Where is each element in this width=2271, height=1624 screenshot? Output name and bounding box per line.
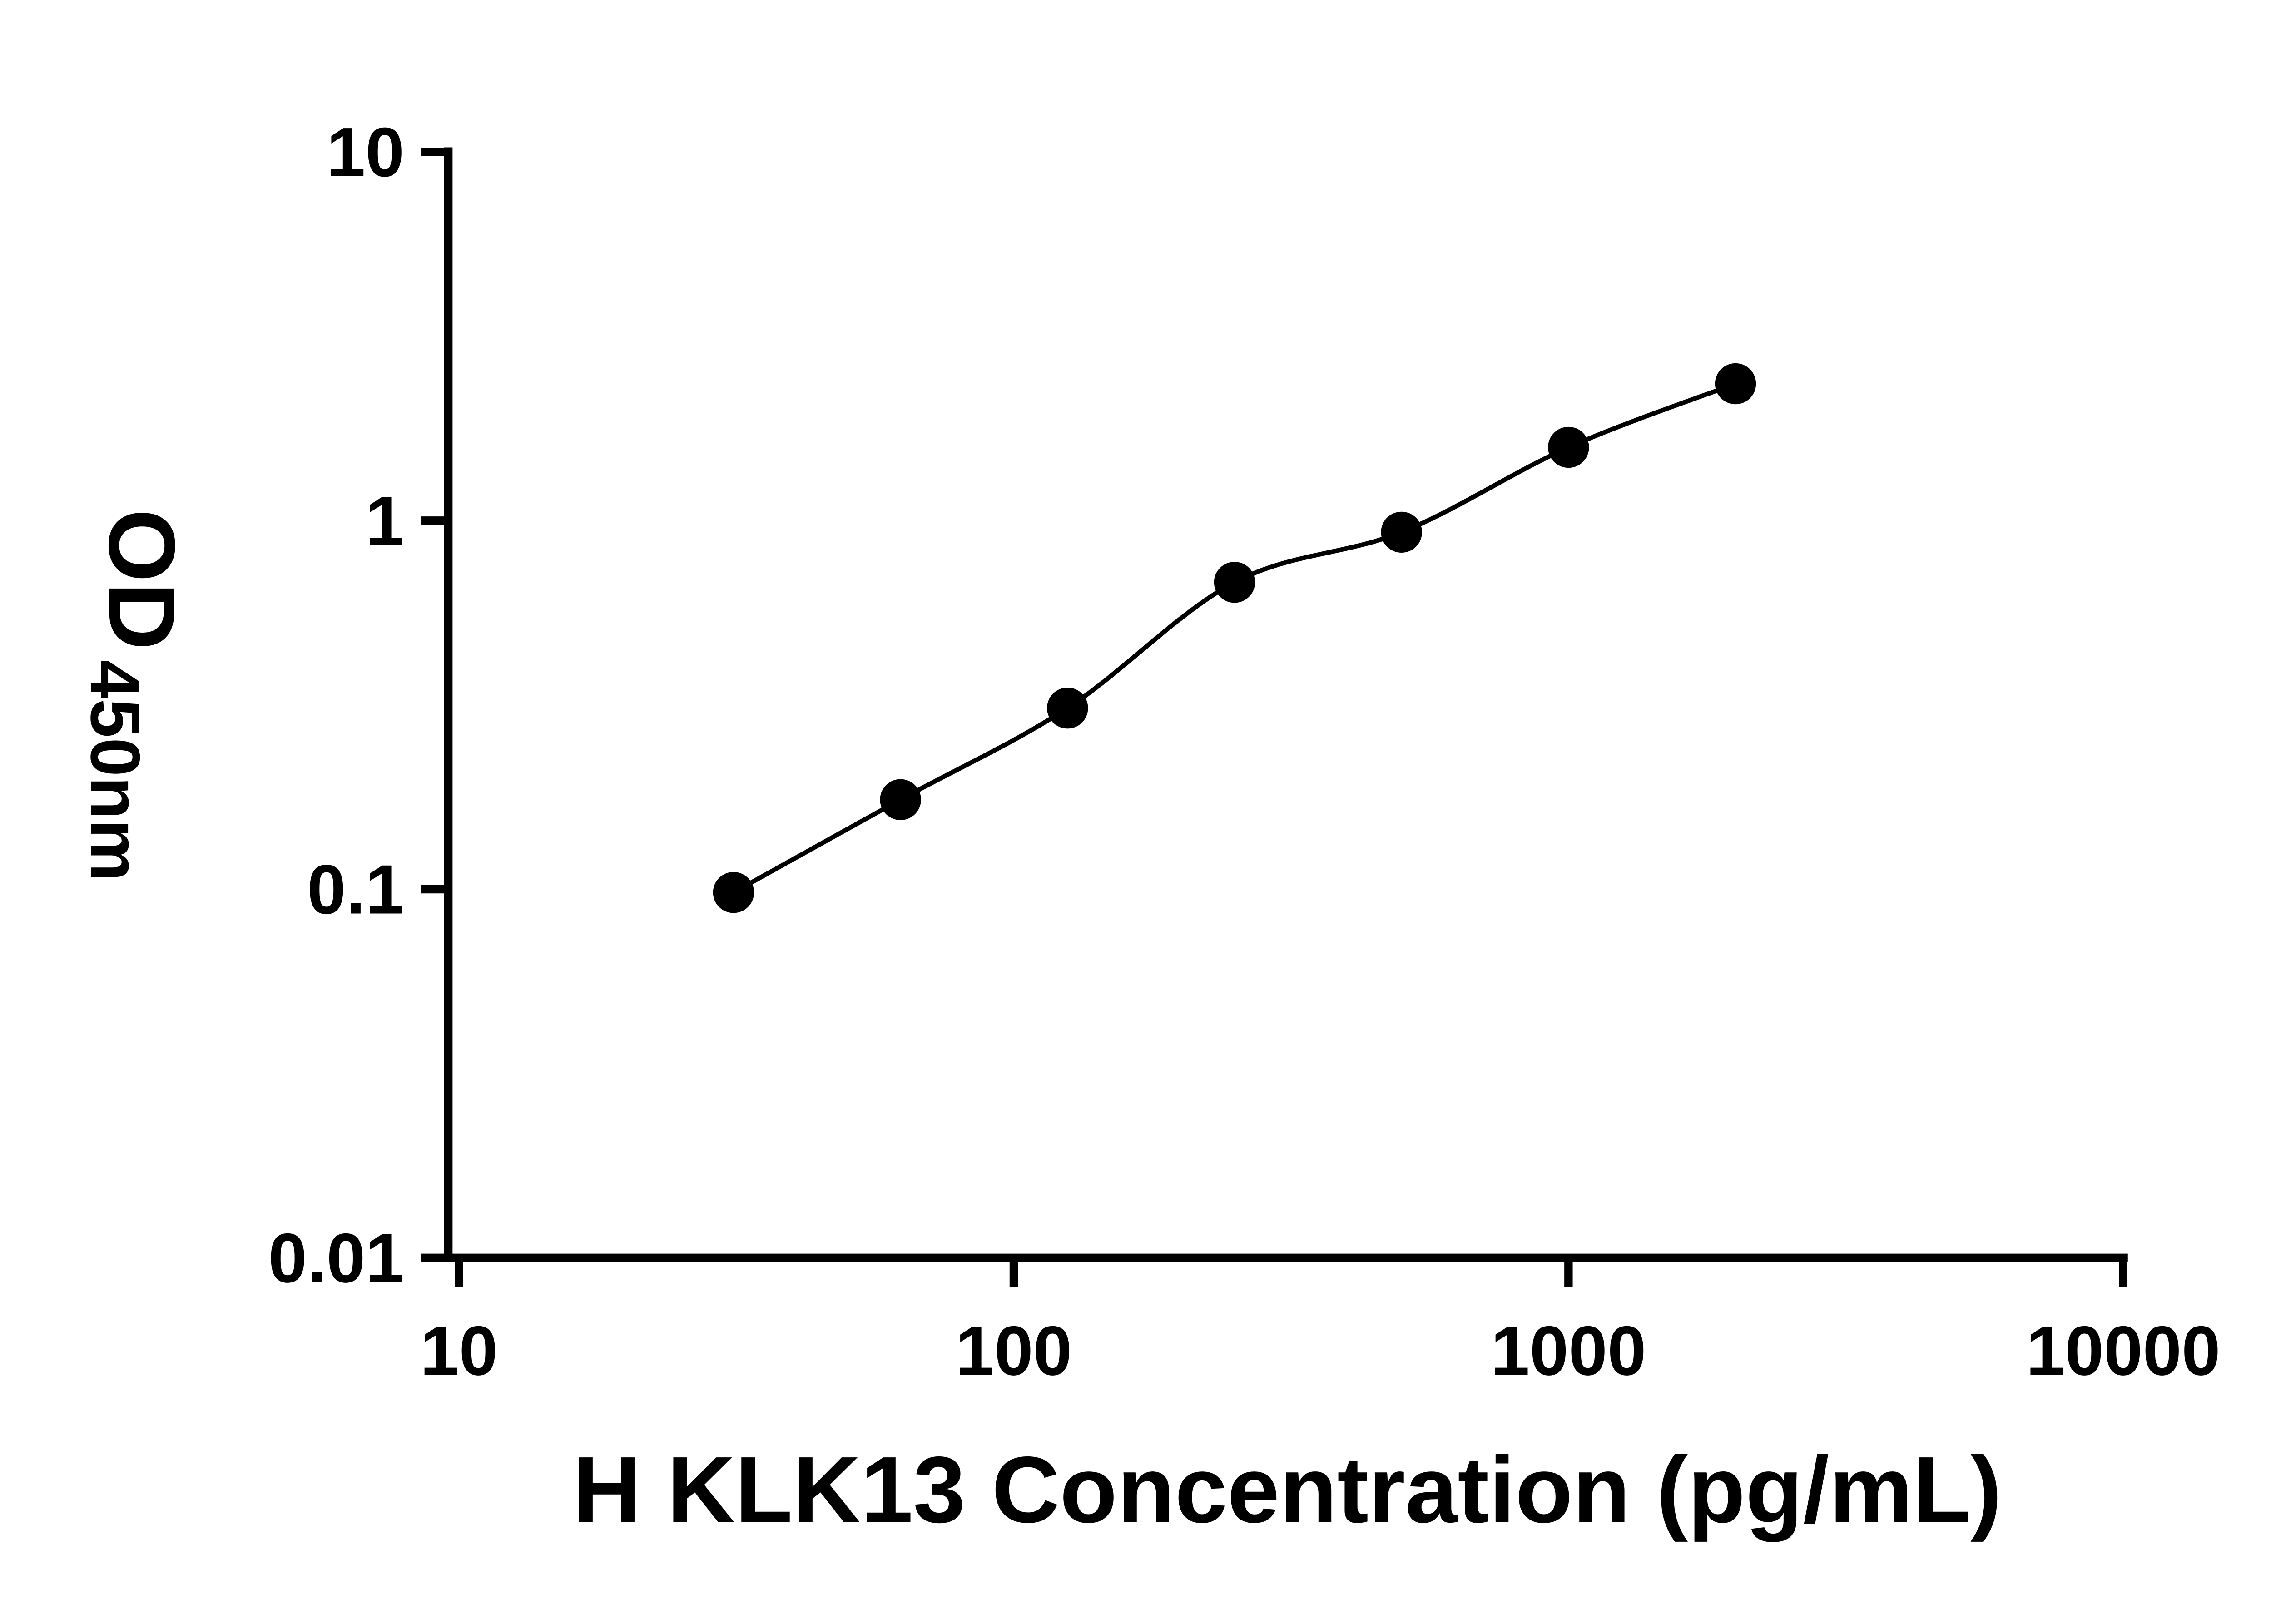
x-tick-label: 10000 bbox=[2026, 1312, 2221, 1390]
x-tick-label: 10 bbox=[420, 1312, 498, 1390]
data-point bbox=[713, 872, 754, 913]
x-tick-label: 1000 bbox=[1491, 1312, 1646, 1390]
y-tick-label: 0.1 bbox=[307, 851, 404, 929]
data-point bbox=[1548, 426, 1589, 468]
y-tick-label: 10 bbox=[327, 113, 404, 191]
data-point bbox=[1715, 363, 1756, 405]
data-point bbox=[1047, 688, 1088, 729]
plot-area: 0.01 0.1 1 10 10 100 1000 10000 bbox=[268, 113, 2221, 1390]
y-tick-label: 1 bbox=[366, 482, 405, 560]
fit-curve bbox=[732, 381, 1736, 895]
y-tick-label: 0.01 bbox=[268, 1219, 405, 1297]
data-point bbox=[1381, 511, 1422, 553]
data-point bbox=[1214, 562, 1255, 603]
axis-frame bbox=[444, 147, 2128, 1263]
y-axis-title-subscript: 450nm bbox=[76, 660, 154, 881]
x-axis-title: H KLK13 Concentration (pg/mL) bbox=[573, 1437, 2002, 1542]
data-point bbox=[880, 779, 921, 820]
y-axis-title-main: OD bbox=[89, 509, 195, 650]
x-tick-label: 100 bbox=[956, 1312, 1072, 1390]
y-axis-title: OD 450nm bbox=[76, 509, 195, 881]
